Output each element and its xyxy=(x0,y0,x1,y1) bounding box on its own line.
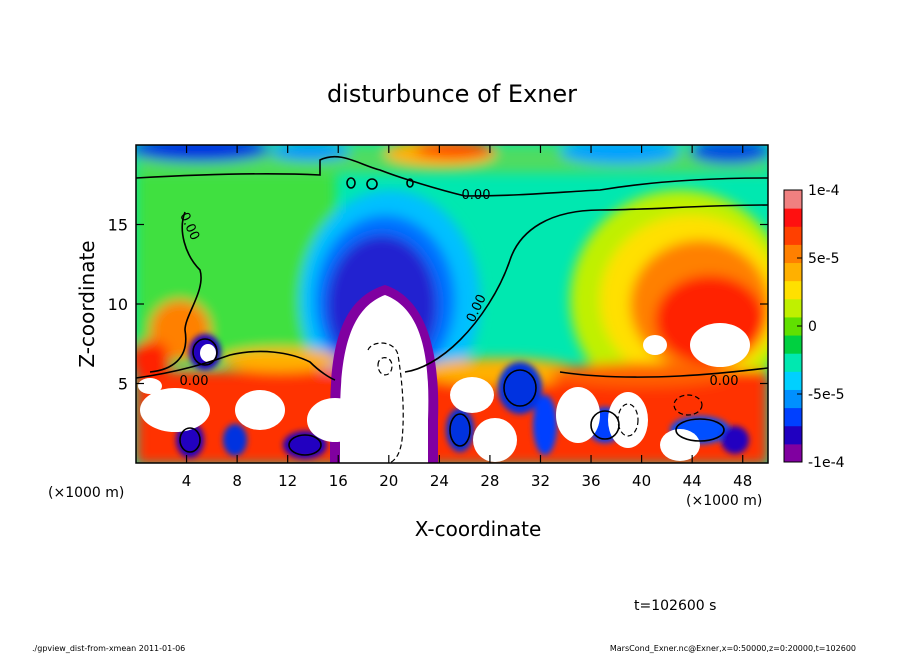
x-tick-label: 24 xyxy=(430,472,449,490)
colorbar-tick-label: 0 xyxy=(808,319,817,335)
contour-label: 0.00 xyxy=(180,374,209,389)
negative-contours xyxy=(367,342,703,463)
colorbar-swatch xyxy=(784,280,802,300)
colorbar-swatch xyxy=(784,389,802,409)
colorbar-swatch xyxy=(784,190,802,209)
colorbar-tick-label: 1e-4 xyxy=(808,183,840,199)
footer-right: MarsCond_Exner.nc@Exner,x=0:50000,z=0:20… xyxy=(610,644,856,653)
zero-contours xyxy=(136,155,768,456)
y-tick-label: 15 xyxy=(108,216,128,235)
x-tick-label: 8 xyxy=(232,472,242,490)
time-label: t=102600 s xyxy=(634,598,716,614)
x-tick-label: 40 xyxy=(632,472,651,490)
x-tick-label: 4 xyxy=(182,472,192,490)
contour-label: 0.00 xyxy=(462,188,491,203)
y-axis-label: Z-coordinate xyxy=(75,240,99,367)
x-tick-label: 44 xyxy=(683,472,702,490)
colorbar-swatch xyxy=(784,244,802,264)
saturated-regions xyxy=(138,285,750,463)
x-tick-label: 12 xyxy=(278,472,297,490)
colorbar-swatch xyxy=(784,371,802,390)
colorbar-swatch xyxy=(784,425,802,445)
y-tick-label: 10 xyxy=(108,295,128,314)
y-unit-label: (×1000 m) xyxy=(48,485,124,501)
colorbar-swatch xyxy=(784,335,802,354)
colorbar-swatch xyxy=(784,316,802,336)
colorbar-tick-label: -1e-4 xyxy=(808,455,845,471)
footer-left: ./gpview_dist-from-xmean 2011-01-06 xyxy=(32,644,185,653)
colorbar-swatch xyxy=(784,262,802,282)
colorbar-tick-label: -5e-5 xyxy=(808,387,845,403)
contour-label: 0.00 xyxy=(710,374,739,389)
colorbar-swatch xyxy=(784,226,802,245)
colorbar-swatch xyxy=(784,208,802,227)
chart-title: disturbunce of Exner xyxy=(327,80,577,108)
x-tick-label: 16 xyxy=(329,472,348,490)
x-tick-label: 20 xyxy=(379,472,398,490)
y-tick-label: 5 xyxy=(118,375,128,394)
x-tick-label: 28 xyxy=(480,472,499,490)
x-axis-label: X-coordinate xyxy=(415,517,542,541)
colorbar-swatch xyxy=(784,298,802,318)
x-tick-label: 48 xyxy=(733,472,752,490)
colorbar-swatch xyxy=(784,353,802,372)
colorbar-tick-label: 5e-5 xyxy=(808,251,839,267)
colorbar-swatch xyxy=(784,443,802,463)
x-tick-label: 32 xyxy=(531,472,550,490)
x-tick-label: 36 xyxy=(581,472,600,490)
colorbar-swatch xyxy=(784,407,802,427)
plot-area xyxy=(136,145,768,463)
x-unit-label: (×1000 m) xyxy=(686,493,762,509)
colorbar: 1e-4 5e-5 0 -5e-5 -1e-4 xyxy=(783,183,845,471)
